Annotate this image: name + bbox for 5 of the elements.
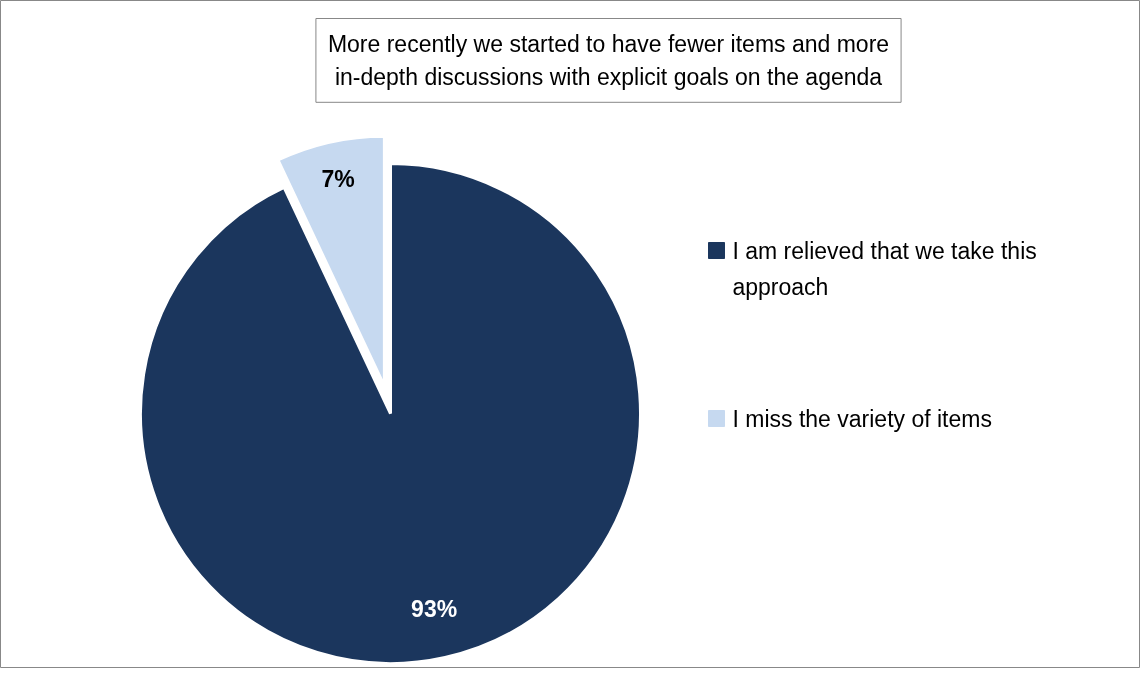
data-label: 7% [321, 165, 355, 192]
data-label: 93% [411, 595, 458, 622]
legend-label: I am relieved that we take this approach [732, 237, 1037, 300]
legend-label: I miss the variety of items [732, 405, 992, 432]
chart-title: More recently we started to have fewer items and more in-depth discussions with explicit goals on the agenda [327, 30, 890, 91]
